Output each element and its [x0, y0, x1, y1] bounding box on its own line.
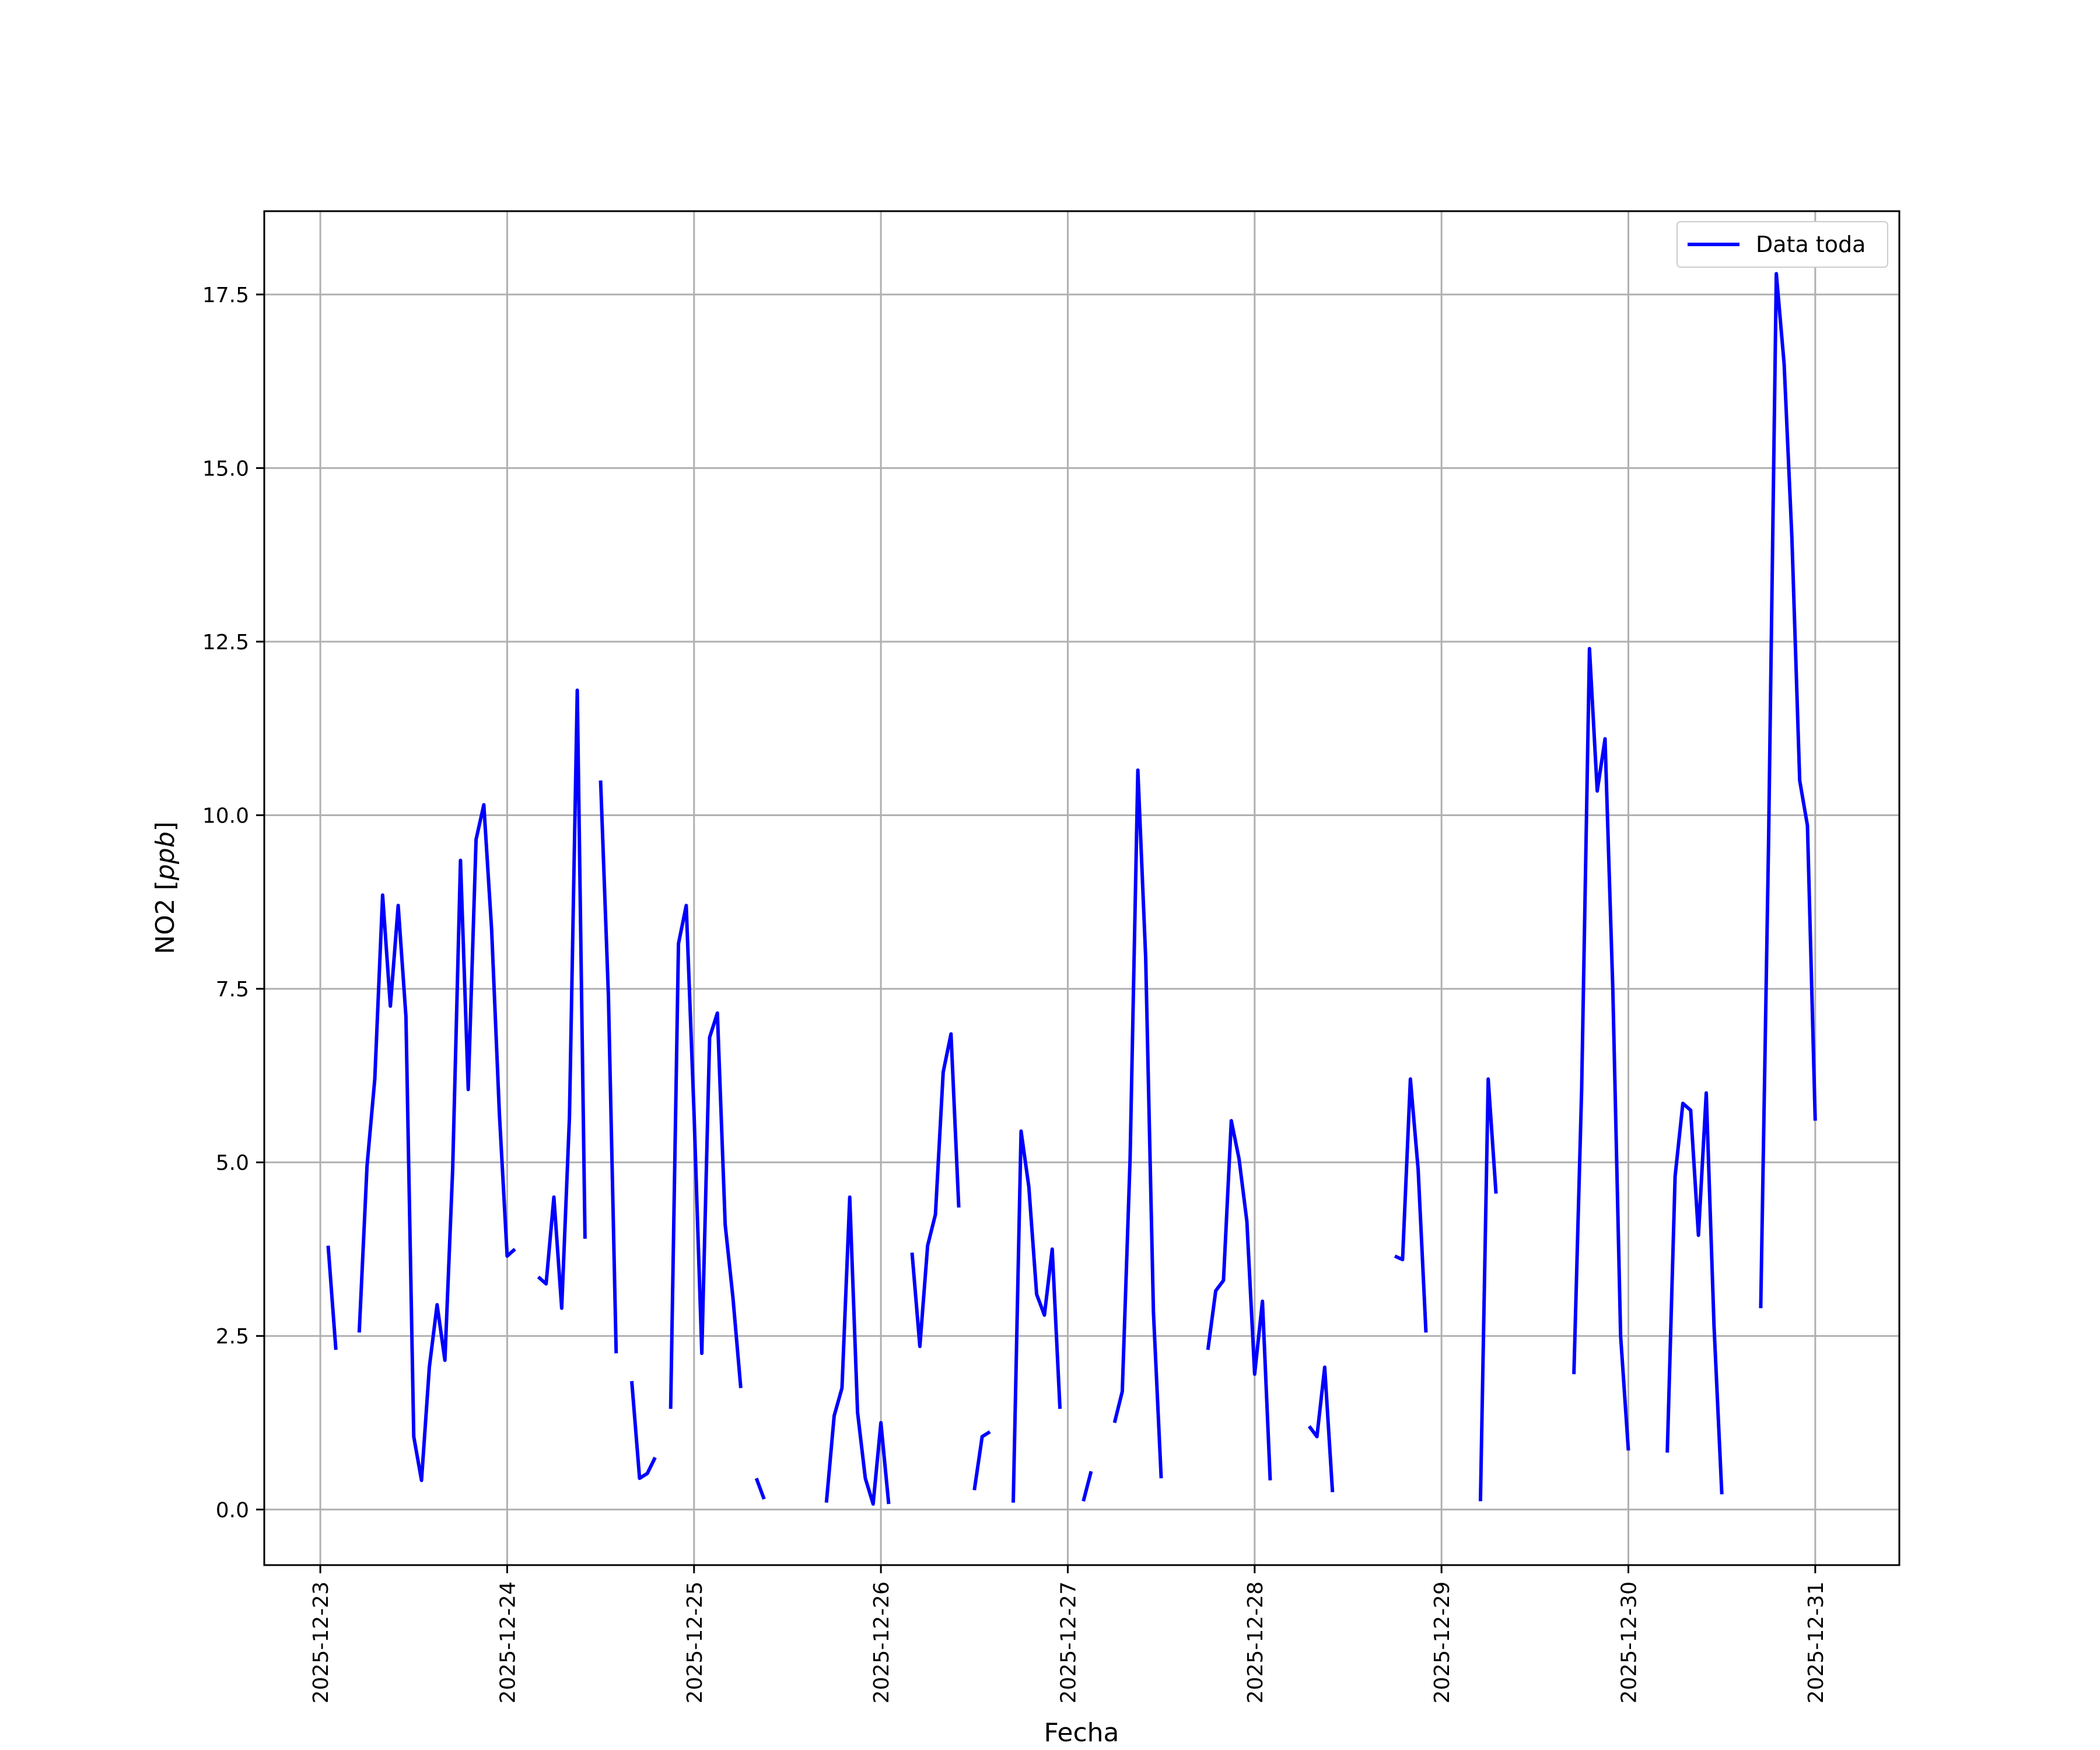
- plot-frame: [263, 210, 1901, 1566]
- y-tick-label: 2.5: [216, 1325, 249, 1349]
- x-tick-label: 2025-12-26: [870, 1581, 894, 1703]
- y-tick-label: 5.0: [216, 1152, 249, 1175]
- x-axis-label: Fecha: [1044, 1718, 1119, 1748]
- x-tick-label: 2025-12-31: [1804, 1581, 1828, 1703]
- y-tick-label: 10.0: [202, 804, 249, 828]
- legend-label: Data toda: [1756, 232, 1866, 257]
- y-tick-label: 15.0: [202, 457, 249, 481]
- x-tick-label: 2025-12-27: [1056, 1581, 1080, 1703]
- legend: Data toda: [1676, 221, 1888, 268]
- grid: [264, 211, 1899, 1565]
- y-tick-label: 12.5: [202, 631, 249, 654]
- x-tick-label: 2025-12-23: [309, 1581, 333, 1703]
- y-tick-label: 7.5: [216, 978, 249, 1002]
- y-tick-label: 17.5: [202, 284, 249, 307]
- legend-box: [1676, 221, 1888, 268]
- x-tick-label: 2025-12-29: [1430, 1581, 1454, 1703]
- x-tick-label: 2025-12-30: [1618, 1581, 1642, 1703]
- x-tick-label: 2025-12-25: [683, 1581, 707, 1703]
- series-layer: [326, 272, 1817, 1506]
- y-tick-label: 0.0: [216, 1499, 249, 1522]
- x-tick-label: 2025-12-24: [496, 1581, 520, 1703]
- y-axis-label: NO2 [ppb]: [150, 821, 180, 954]
- series-line: [326, 272, 1817, 1506]
- x-tick-label: 2025-12-28: [1244, 1581, 1268, 1703]
- ticks: 2025-12-23 2025-12-24 2025-12-25 2025-12-26…: [202, 284, 1828, 1703]
